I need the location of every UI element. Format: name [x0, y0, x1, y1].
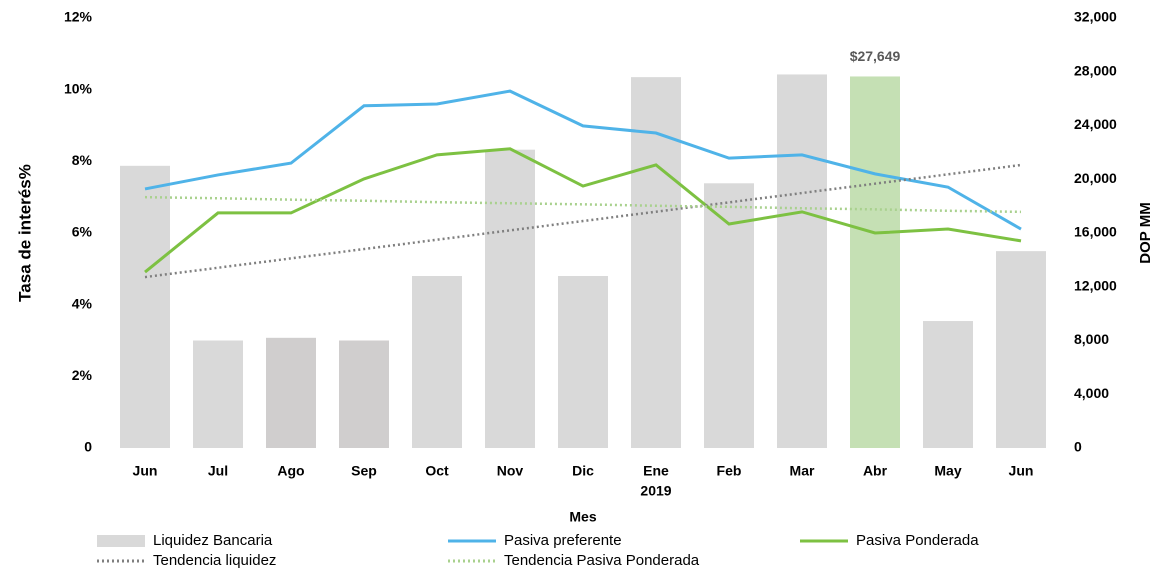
y-tick-label: 10%	[64, 80, 93, 96]
line	[144, 147, 1022, 274]
line	[144, 163, 1022, 279]
bar	[120, 165, 170, 448]
legend-swatch	[97, 535, 145, 547]
bar	[412, 276, 462, 448]
bar	[850, 76, 900, 449]
legend-label: Tendencia Pasiva Ponderada	[504, 552, 700, 569]
x-tick-label: Feb	[717, 463, 742, 479]
x-tick-label: Oct	[425, 463, 449, 479]
bar	[339, 340, 389, 448]
x-tick-label: Jul	[208, 463, 228, 479]
y2-tick-label: 20,000	[1074, 170, 1117, 186]
legend-label: Tendencia liquidez	[153, 552, 276, 569]
y2-tick-label: 16,000	[1074, 224, 1117, 240]
y2-tick-label: 4,000	[1074, 385, 1109, 401]
category-group-label: 2019	[640, 483, 671, 499]
legend-label: Pasiva Ponderada	[856, 532, 979, 549]
bar	[193, 340, 243, 448]
bar	[558, 276, 608, 448]
y-tick-label: 2%	[72, 367, 93, 383]
line	[144, 89, 1022, 231]
line	[144, 195, 1022, 214]
y2-tick-label: 8,000	[1074, 331, 1109, 347]
y-tick-label: 0	[84, 439, 92, 455]
legend-label: Pasiva preferente	[504, 532, 622, 549]
y2-tick-label: 24,000	[1074, 116, 1117, 132]
x-tick-label: Ene	[643, 463, 669, 479]
legend-label: Liquidez Bancaria	[153, 532, 273, 549]
x-tick-label: Jun	[133, 463, 158, 479]
x-tick-label: Ago	[277, 463, 304, 479]
x-tick-label: Nov	[497, 463, 524, 479]
y2-tick-label: 0	[1074, 439, 1082, 455]
bar	[777, 74, 827, 448]
y-axis-title: Tasa de interés%	[15, 164, 34, 302]
x-tick-label: Jun	[1009, 463, 1034, 479]
bar	[485, 149, 535, 448]
y2-tick-label: 12,000	[1074, 277, 1117, 293]
x-tick-label: May	[934, 463, 961, 479]
bar	[704, 183, 754, 448]
value-label: $27,649	[850, 48, 901, 64]
bar	[923, 321, 973, 448]
y-tick-label: 4%	[72, 295, 93, 311]
bar	[996, 251, 1046, 448]
x-tick-label: Sep	[351, 463, 377, 479]
x-tick-label: Mar	[790, 463, 815, 479]
x-tick-label: Abr	[863, 463, 888, 479]
y2-tick-label: 28,000	[1074, 62, 1117, 78]
y-tick-label: 8%	[72, 152, 93, 168]
x-tick-label: Dic	[572, 463, 594, 479]
x-axis-title: Mes	[569, 509, 596, 525]
y-tick-label: 12%	[64, 9, 93, 25]
bar	[266, 337, 316, 448]
y2-tick-label: 32,000	[1074, 9, 1117, 25]
y2-axis-title: DOP MM	[1137, 202, 1154, 263]
y-tick-label: 6%	[72, 224, 93, 240]
